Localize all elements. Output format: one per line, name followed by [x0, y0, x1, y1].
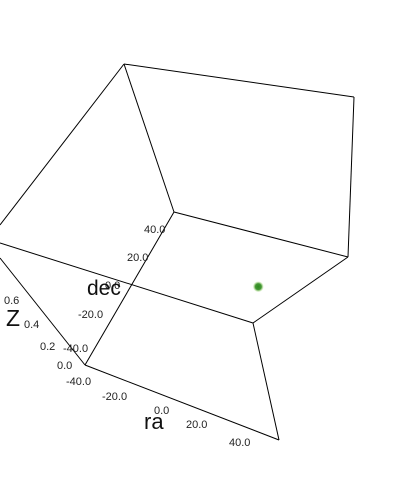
z-tick-label: 0.0: [57, 360, 72, 372]
box-edge: [252, 256, 349, 324]
data-point[interactable]: [252, 281, 264, 293]
y-axis-title: dec: [87, 277, 121, 300]
x-tick-label: 40.0: [229, 437, 250, 449]
box-edge: [84, 211, 175, 366]
z-tick-label: 0.2: [40, 341, 55, 353]
box-edge: [123, 63, 175, 213]
bounding-box: [0, 63, 355, 441]
box-edge: [84, 364, 280, 441]
y-tick-label: -40.0: [63, 343, 88, 355]
x-tick-label: -40.0: [66, 376, 91, 388]
box-edge: [0, 63, 125, 226]
x-axis-title: ra: [144, 409, 164, 434]
box-edge: [0, 242, 254, 324]
y-tick-label: 0.0: [105, 280, 120, 292]
z-axis-title: Z: [6, 305, 20, 331]
box-edge: [0, 257, 86, 366]
data-points: [252, 281, 264, 293]
x-tick-label: 0.0: [154, 405, 169, 417]
box-edge: [123, 63, 355, 98]
z-tick-label: 0.6: [4, 295, 19, 307]
tick-labels: -40.0 -20.0 0.0 20.0 40.0 -40.0 -20.0 0.0 20.0 40…: [4, 224, 250, 449]
z-tick-label: 0.4: [24, 319, 39, 331]
box-edge: [173, 211, 349, 258]
box-edge: [347, 96, 355, 258]
x-tick-label: 20.0: [186, 419, 207, 431]
x-tick-label: -20.0: [102, 391, 127, 403]
y-tick-label: -20.0: [78, 309, 103, 321]
y-tick-label: 20.0: [127, 252, 148, 264]
y-tick-label: 40.0: [144, 224, 165, 236]
box-edge: [252, 322, 280, 441]
axis-titles: ra dec Z: [6, 277, 164, 434]
